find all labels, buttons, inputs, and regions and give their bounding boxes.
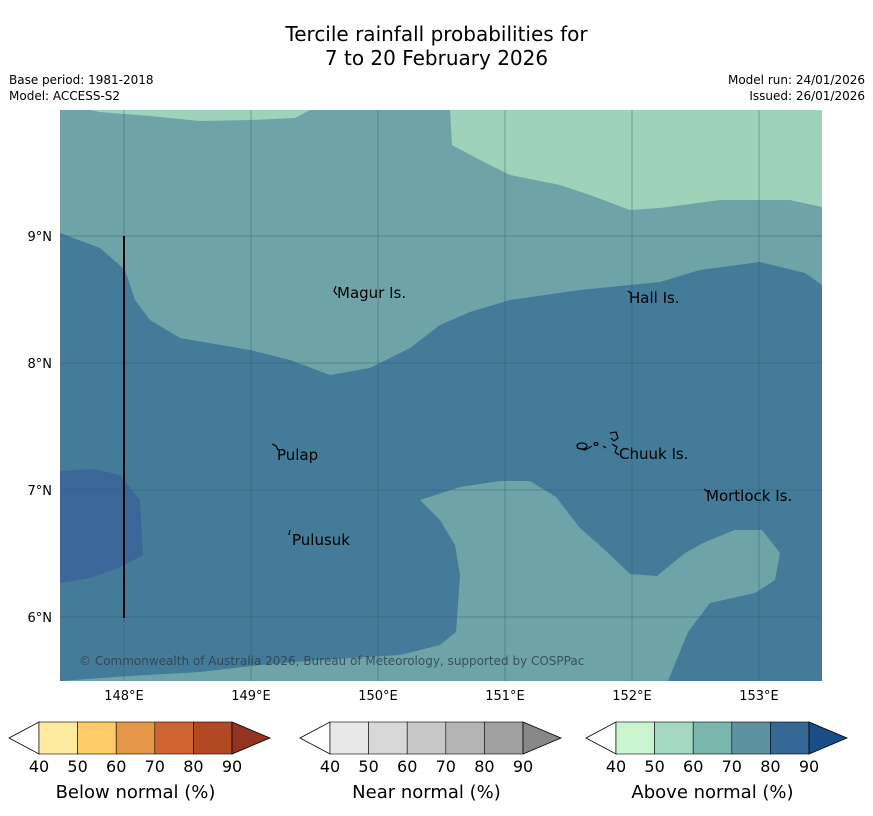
lon-tick-148: 148°E <box>104 689 144 704</box>
mortlock-island-shape <box>703 488 709 493</box>
colorbar-below-tick: 50 <box>67 757 87 776</box>
place-label-magur: Magur Is. <box>337 284 406 302</box>
meta-left: Base period: 1981-2018 Model: ACCESS-S2 <box>9 72 154 104</box>
lat-tick-9n: 9°N <box>28 230 53 245</box>
place-label-mortlock: Mortlock Is. <box>706 487 792 505</box>
colorbar-below-tick: 40 <box>29 757 49 776</box>
colorbar-above-label: Above normal (%) <box>631 782 793 803</box>
field-above-50-60-northwest <box>90 110 310 121</box>
lat-tick-6n: 6°N <box>28 611 53 626</box>
lat-tick-7n: 7°N <box>28 484 53 499</box>
colorbar-near-tick: 80 <box>474 757 494 776</box>
colorbar-above-tick: 40 <box>606 757 626 776</box>
colorbar-below-tick: 80 <box>183 757 203 776</box>
colorbar-near-tick: 60 <box>397 757 417 776</box>
colorbar-near-segment <box>484 721 524 755</box>
colorbar-near-label: Near normal (%) <box>352 782 501 803</box>
hall-island-shape <box>627 290 632 294</box>
field-above-50-60-north <box>450 110 822 210</box>
colorbars: 40 50 60 70 80 90 Below normal (%) 40 50 60 70 80 90… <box>8 721 849 803</box>
colorbar-above-tick: 60 <box>683 757 703 776</box>
place-label-pulusuk: Pulusuk <box>292 531 350 549</box>
lon-tick-151: 151°E <box>485 689 525 704</box>
colorbar-above-tick: 70 <box>722 757 742 776</box>
lat-tick-8n: 8°N <box>28 357 53 372</box>
colorbar-below-tick: 90 <box>222 757 242 776</box>
colorbar-below-segment <box>154 721 194 755</box>
island-outlines <box>271 285 709 536</box>
colorbar-above-segment <box>692 721 733 755</box>
colorbar-near-max-arrow <box>522 721 563 755</box>
colorbar-above-min-arrow <box>585 721 617 755</box>
pulap-island-shape <box>271 443 279 451</box>
colorbar-below-label: Below normal (%) <box>56 782 216 803</box>
title-line-1: Tercile rainfall probabilities for <box>285 22 588 46</box>
lon-tick-150: 150°E <box>358 689 398 704</box>
colorbar-above-tick: 90 <box>799 757 819 776</box>
colorbar-near: 40 50 60 70 80 90 Near normal (%) <box>299 721 563 803</box>
colorbar-above-tick: 50 <box>644 757 664 776</box>
colorbar-below-max-arrow <box>231 721 272 755</box>
colorbar-below-segment <box>38 721 78 755</box>
lon-tick-153: 153°E <box>739 689 779 704</box>
issued-date: Issued: 26/01/2026 <box>749 89 865 103</box>
title-line-2: 7 to 20 February 2026 <box>324 46 549 70</box>
place-label-chuuk: Chuuk Is. <box>619 445 688 463</box>
colorbar-below-min-arrow <box>8 721 40 755</box>
colorbar-near-tick: 50 <box>358 757 378 776</box>
lon-tick-152: 152°E <box>612 689 652 704</box>
colorbar-near-segment <box>406 721 447 755</box>
colorbar-below-segment <box>115 721 156 755</box>
latitude-tick-labels: 9°N 8°N 7°N 6°N <box>28 230 53 626</box>
colorbar-below: 40 50 60 70 80 90 Below normal (%) <box>8 721 272 803</box>
model-run: Model run: 24/01/2026 <box>727 73 865 87</box>
colorbar-above-tick: 80 <box>760 757 780 776</box>
colorbar-near-min-arrow <box>299 721 331 755</box>
model-name: Model: ACCESS-S2 <box>9 89 121 103</box>
colorbar-near-segment <box>368 721 408 755</box>
colorbar-above-segment <box>770 721 810 755</box>
colorbar-near-segment <box>329 721 369 755</box>
colorbar-above-segment <box>615 721 655 755</box>
colorbar-below-segment <box>77 721 117 755</box>
colorbar-above-max-arrow <box>808 721 849 755</box>
colorbar-near-tick: 40 <box>320 757 340 776</box>
place-labels: Magur Is. Hall Is. Pulap Chuuk Is. Mortl… <box>277 284 792 549</box>
colorbar-above: 40 50 60 70 80 90 Above normal (%) <box>585 721 849 803</box>
colorbar-near-tick: 90 <box>513 757 533 776</box>
colorbar-below-segment <box>193 721 233 755</box>
field-above-70-80 <box>60 233 822 681</box>
pulusuk-island-shape <box>288 529 291 536</box>
chart-title: Tercile rainfall probabilities for 7 to … <box>0 22 873 70</box>
longitude-tick-labels: 148°E 149°E 150°E 151°E 152°E 153°E <box>104 689 779 704</box>
copyright-notice: © Commonwealth of Australia 2026, Bureau… <box>79 654 584 668</box>
place-label-hall: Hall Is. <box>629 289 680 307</box>
place-label-pulap: Pulap <box>277 446 318 464</box>
probability-fields: Magur Is. Hall Is. Pulap Chuuk Is. Mortl… <box>60 110 822 681</box>
colorbar-below-tick: 70 <box>145 757 165 776</box>
colorbar-near-segment <box>445 721 485 755</box>
chuuk-lagoon-shape <box>576 431 620 456</box>
colorbar-below-tick: 60 <box>106 757 126 776</box>
colorbar-above-segment <box>654 721 694 755</box>
colorbar-above-segment <box>731 721 771 755</box>
base-period: Base period: 1981-2018 <box>9 73 154 87</box>
lon-tick-149: 149°E <box>231 689 271 704</box>
colorbar-near-tick: 70 <box>436 757 456 776</box>
meta-right: Model run: 24/01/2026 Issued: 26/01/2026 <box>728 72 865 104</box>
field-above-80-90 <box>60 469 143 583</box>
magur-island-shape <box>333 285 338 296</box>
